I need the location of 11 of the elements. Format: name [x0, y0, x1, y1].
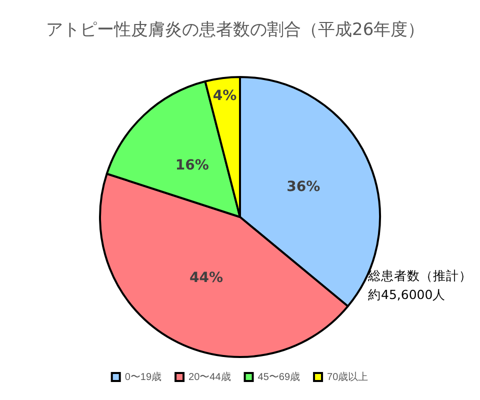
legend-label: 0〜19歳: [124, 370, 162, 383]
legend-label: 20〜44歳: [188, 370, 231, 383]
data-label: 4%: [212, 88, 237, 104]
legend-label: 45〜69歳: [258, 370, 300, 383]
data-label: 16%: [175, 158, 209, 174]
text: 約45,6000人: [368, 286, 447, 304]
chart-title: アトピー性皮膚炎の患者数の割合（平成26年度）: [46, 19, 425, 41]
text: 総患者数（推計）: [368, 267, 472, 285]
data-label: 36%: [286, 178, 320, 195]
legend-label: 70歳以上: [327, 370, 368, 383]
data-label: 44%: [190, 270, 224, 286]
